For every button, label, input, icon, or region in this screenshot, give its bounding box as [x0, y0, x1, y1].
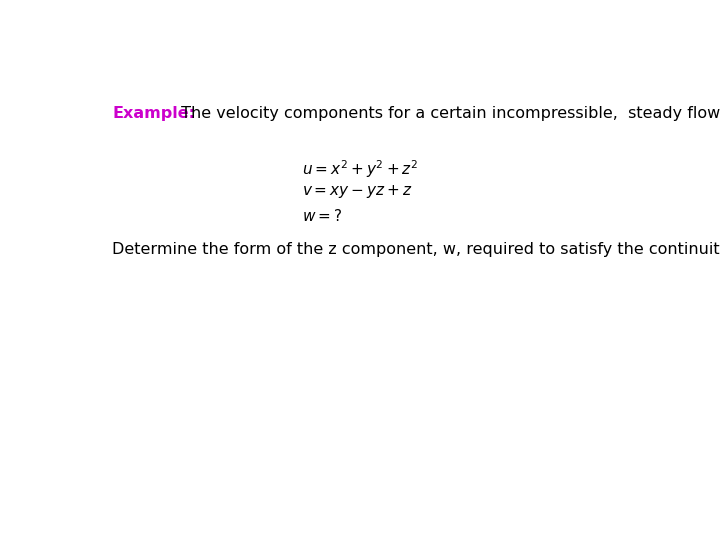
- Text: $w = ?$: $w = ?$: [302, 208, 342, 224]
- Text: The velocity components for a certain incompressible,  steady flow field are: The velocity components for a certain in…: [176, 106, 720, 122]
- Text: $u = x^2 + y^2 + z^2$: $u = x^2 + y^2 + z^2$: [302, 158, 418, 180]
- Text: $v = xy - yz + z$: $v = xy - yz + z$: [302, 183, 413, 200]
- Text: Determine the form of the z component, w, required to satisfy the continuity equ: Determine the form of the z component, w…: [112, 241, 720, 256]
- Text: Example:: Example:: [112, 106, 195, 122]
